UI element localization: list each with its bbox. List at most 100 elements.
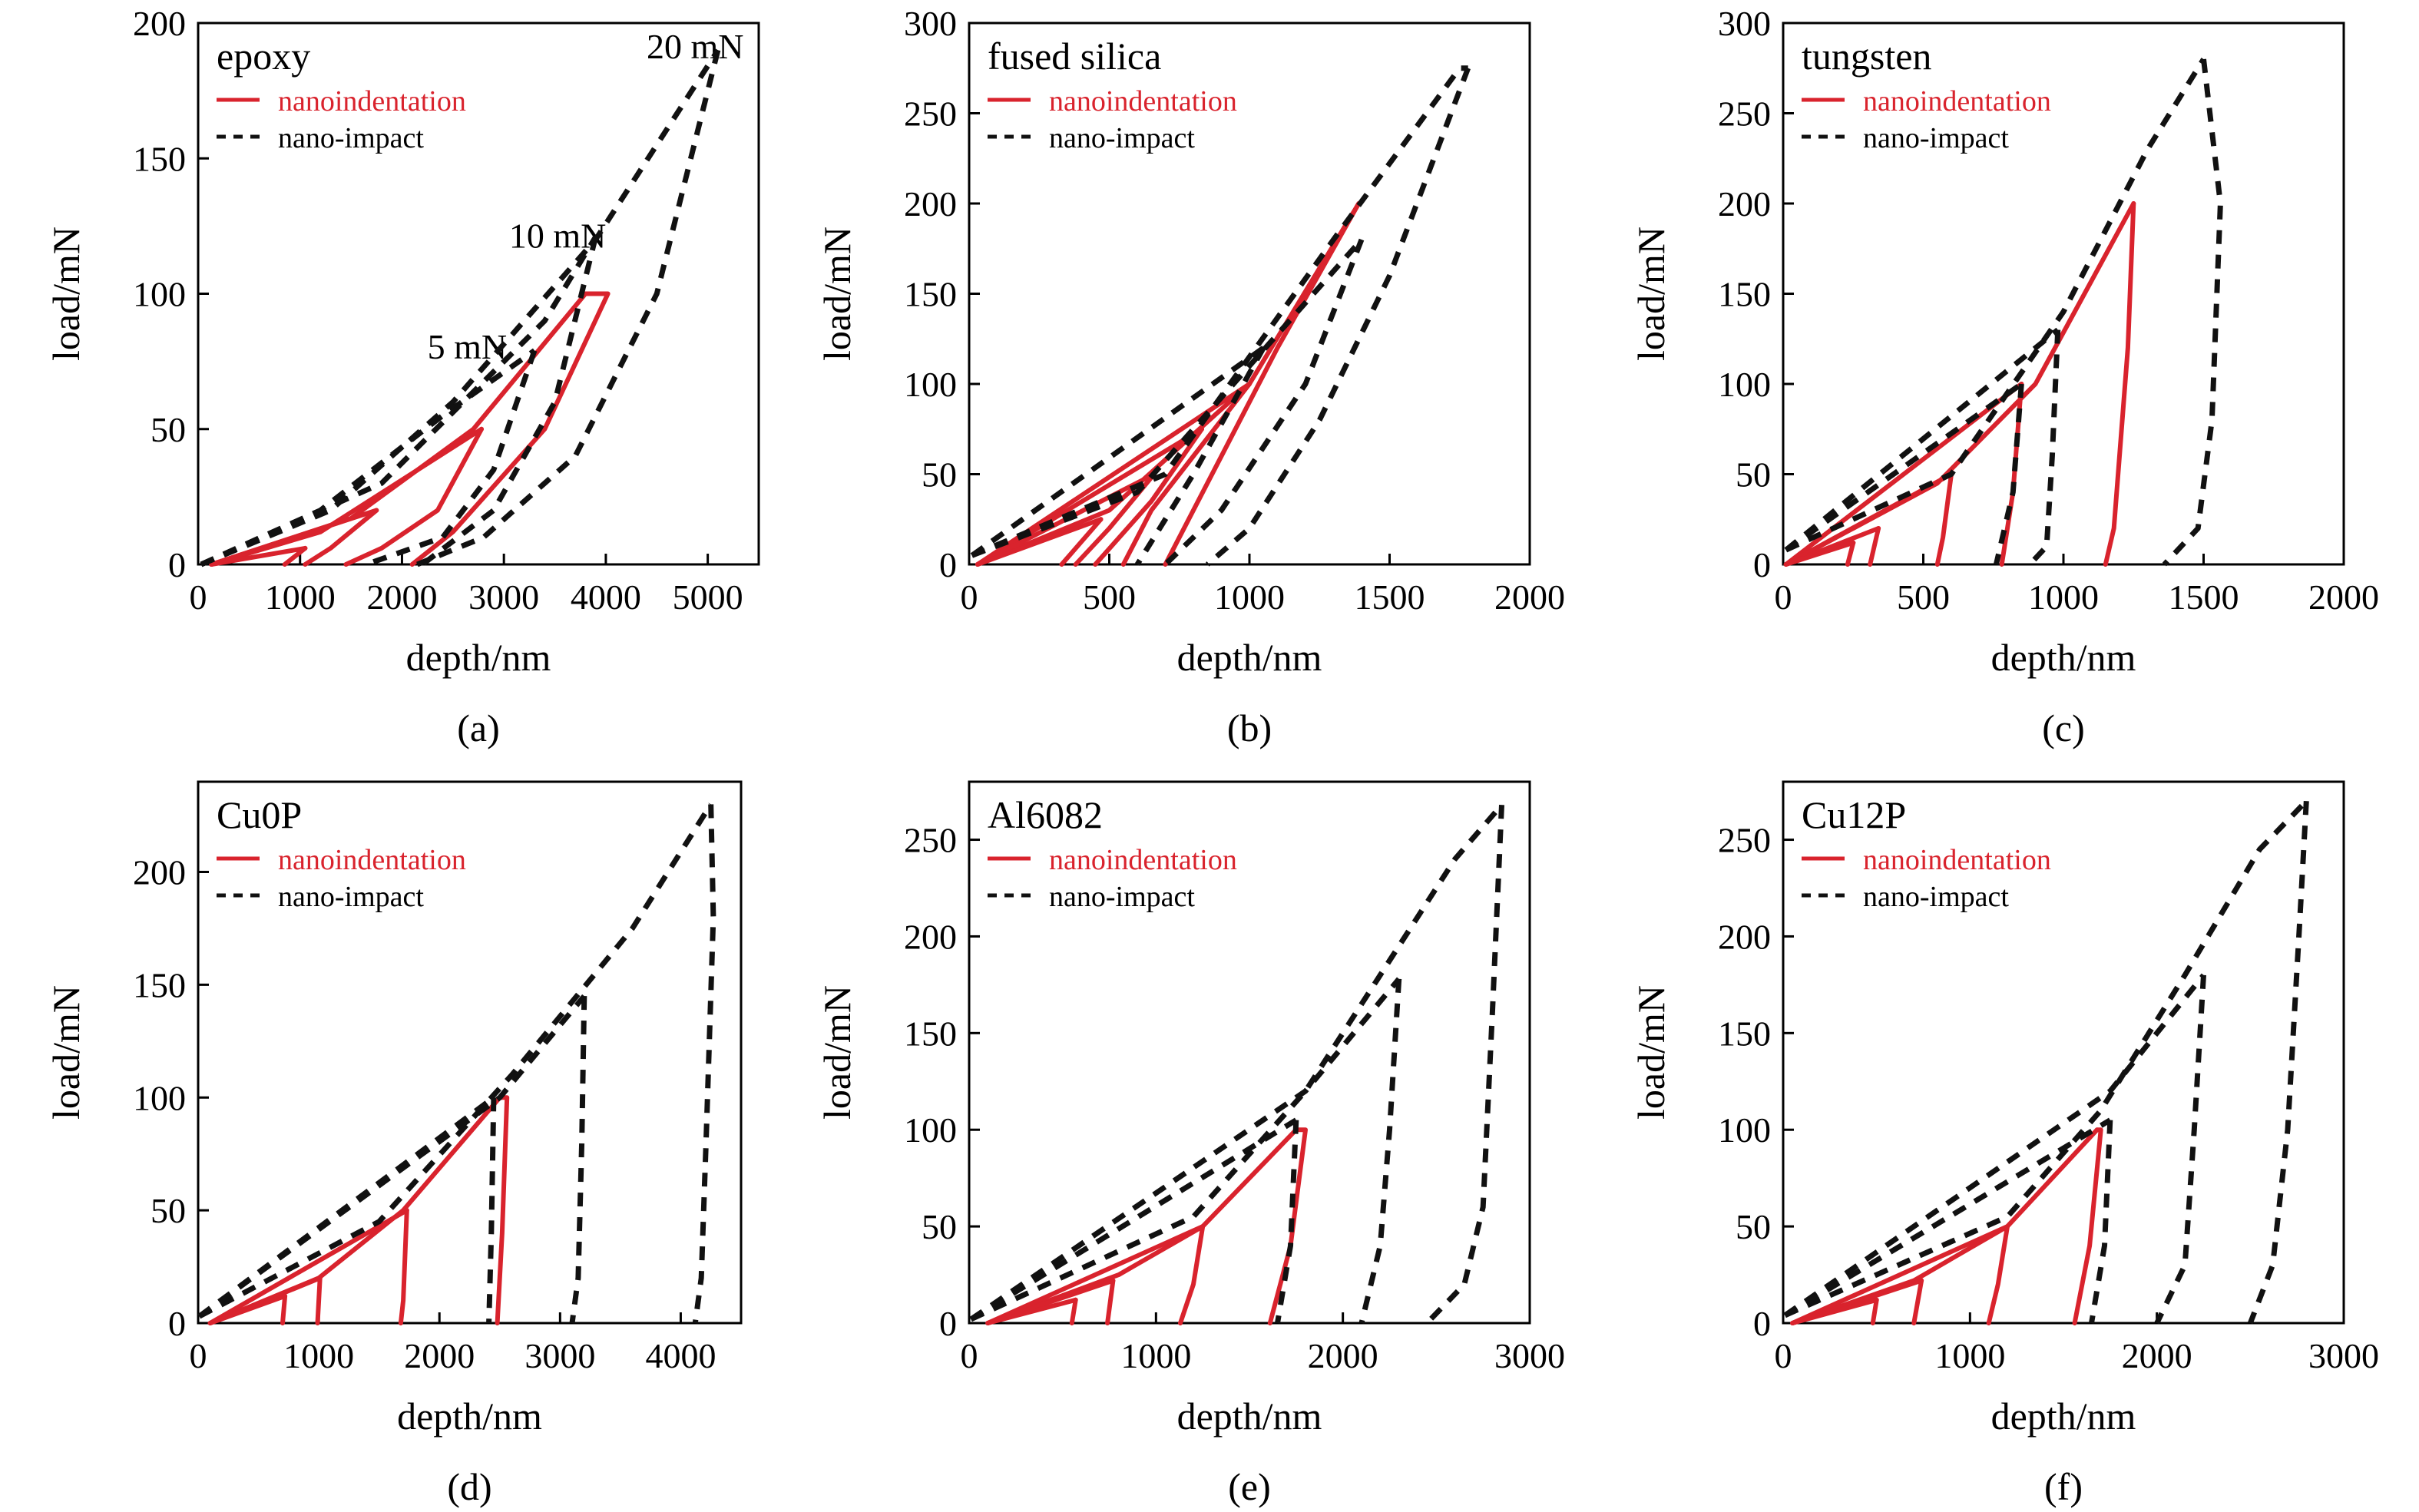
series-nanoindentation-loading-curve <box>975 201 1362 567</box>
panel-caption: (a) <box>457 706 500 749</box>
series-nano-impact-unloading-curve <box>692 804 716 1324</box>
series-nano-impact-unloading-curve <box>2162 58 2223 567</box>
series-nano-impact-unloading-curve <box>420 236 598 567</box>
series-nanoindentation-unloading-curve <box>1868 526 1881 567</box>
x-tick-label: 1000 <box>265 577 336 617</box>
series-nanoindentation-unloading-curve <box>280 1293 288 1325</box>
series-nano-impact-loading-curve <box>969 1117 1298 1322</box>
x-tick-label: 1000 <box>1214 577 1285 617</box>
legend: nanoindentation nano-impact <box>988 85 1237 154</box>
panel-caption: (b) <box>1227 706 1272 749</box>
x-tick-label: 0 <box>961 1336 978 1375</box>
plot-frame <box>197 780 743 1325</box>
series-nano-impact-loading-curve <box>1785 58 2206 553</box>
series-nano-impact-loading-curve <box>969 802 1504 1322</box>
series-nano-impact-unloading-curve <box>2248 801 2309 1325</box>
series-nanoindentation-loading-curve <box>1790 1224 2010 1325</box>
series-nanoindentation-unloading-curve <box>1986 1224 2010 1325</box>
y-tick-label: 250 <box>904 94 957 134</box>
y-tick-label: 200 <box>133 853 186 892</box>
x-tick-label: 0 <box>1775 577 1792 617</box>
series-nanoindentation-loading-curve <box>985 1224 1206 1325</box>
series-nano-impact-unloading-curve <box>486 1097 497 1324</box>
series-nano-impact-unloading-curve <box>1206 67 1471 567</box>
material-label: epoxy <box>217 35 310 78</box>
legend-label-nanoindentation: nanoindentation <box>1863 85 2051 117</box>
series-nanoindentation-loading-curve <box>975 426 1204 567</box>
x-tick-label: 5000 <box>673 577 743 617</box>
y-tick-label: 50 <box>1736 455 1771 495</box>
x-tick-label: 3000 <box>1494 1336 1565 1375</box>
y-tick-label: 150 <box>133 139 186 178</box>
series-nano-impact-loading-curve <box>969 977 1401 1322</box>
series-nanoindentation-unloading-curve <box>398 1208 409 1325</box>
series-nano-impact-unloading-curve <box>1163 238 1365 567</box>
y-tick-label: 50 <box>151 410 186 449</box>
y-tick-label: 250 <box>1718 821 1771 860</box>
series-nano-impact-loading-curve <box>971 65 1468 558</box>
y-tick-label: 0 <box>939 545 957 584</box>
y-tick-label: 100 <box>133 275 186 314</box>
legend-label-nano-impact: nano-impact <box>1049 881 1195 913</box>
legend: nanoindentation nano-impact <box>1802 85 2051 154</box>
y-tick-label: 250 <box>904 821 957 860</box>
x-tick-label: 0 <box>1775 1336 1792 1375</box>
material-label: Al6082 <box>988 793 1103 836</box>
series-nano-impact-unloading-curve <box>1358 978 1402 1324</box>
legend-label-nanoindentation: nanoindentation <box>278 85 466 117</box>
annotation-label: 5 mN <box>428 327 508 366</box>
material-label: fused silica <box>988 35 1161 78</box>
y-tick-label: 200 <box>133 4 186 43</box>
x-tick-label: 0 <box>190 1336 207 1375</box>
series-nano-impact-loading-curve <box>970 346 1266 558</box>
y-tick-label: 0 <box>168 545 186 584</box>
chart-panel-5: 0 1000 2000 3000 0 50 100 150 200 250 depth/nm load… <box>1630 780 2379 1508</box>
material-label: Cu0P <box>217 793 302 836</box>
plot-frame <box>1782 780 2345 1325</box>
legend-label-nanoindentation: nanoindentation <box>1863 844 2051 876</box>
x-axis-label: depth/nm <box>1177 1395 1322 1438</box>
series-nano-impact-unloading-curve <box>365 349 538 567</box>
series-nanoindentation-unloading-curve <box>303 508 379 567</box>
x-tick-label: 2000 <box>2308 577 2379 617</box>
series-nanoindentation-loading-curve <box>209 545 308 567</box>
y-tick-label: 0 <box>1753 545 1771 584</box>
series-nanoindentation-unloading-curve <box>1059 517 1104 567</box>
x-tick-label: 3000 <box>2308 1336 2379 1375</box>
x-tick-label: 2000 <box>1494 577 1565 617</box>
series-nanoindentation-unloading-curve <box>2072 1127 2103 1325</box>
series-nano-impact-loading-curve <box>197 994 587 1319</box>
series-nanoindentation-unloading-curve <box>1163 201 1362 567</box>
x-tick-label: 2000 <box>366 577 437 617</box>
legend-label-nanoindentation: nanoindentation <box>1049 844 1237 876</box>
plot-frame <box>968 780 1531 1325</box>
series-nanoindentation-unloading-curve <box>1267 1127 1308 1325</box>
series-nano-impact-unloading-curve <box>2089 1120 2113 1324</box>
x-tick-label: 2000 <box>1308 1336 1378 1375</box>
series-nanoindentation-loading-curve <box>209 508 379 567</box>
series-nanoindentation-unloading-curve <box>343 426 484 567</box>
y-tick-label: 200 <box>1718 184 1771 223</box>
series-nano-impact-unloading-curve <box>1425 805 1504 1325</box>
chart-panel-4: 0 1000 2000 3000 0 50 100 150 200 250 depth/nm load… <box>816 780 1565 1508</box>
y-tick-label: 150 <box>904 275 957 314</box>
series-nano-impact-loading-curve <box>200 235 598 567</box>
series-nanoindentation-unloading-curve <box>1178 1224 1206 1325</box>
y-axis-label: load/mN <box>1630 985 1673 1120</box>
chart-panel-1: 0 500 1000 1500 2000 0 50 100 150 200 250 300 depth/… <box>816 4 1565 749</box>
series-nanoindentation-loading-curve <box>1783 382 2024 567</box>
x-tick-label: 1500 <box>1355 577 1425 617</box>
x-tick-label: 3000 <box>468 577 539 617</box>
y-tick-label: 300 <box>904 4 957 43</box>
chart-panel-0: 0 1000 2000 3000 4000 5000 0 50 100 150 200 depth/n… <box>45 4 760 749</box>
series-nano-impact-loading-curve <box>1783 973 2206 1318</box>
x-tick-label: 1000 <box>1120 1336 1191 1375</box>
x-axis-label: depth/nm <box>397 1395 542 1438</box>
x-tick-label: 0 <box>961 577 978 617</box>
series-nanoindentation-loading-curve <box>985 1297 1078 1325</box>
y-tick-label: 300 <box>1718 4 1771 43</box>
y-tick-label: 100 <box>1718 365 1771 404</box>
y-tick-label: 100 <box>133 1078 186 1117</box>
y-tick-label: 50 <box>922 1207 957 1246</box>
legend-label-nano-impact: nano-impact <box>1863 122 2009 154</box>
